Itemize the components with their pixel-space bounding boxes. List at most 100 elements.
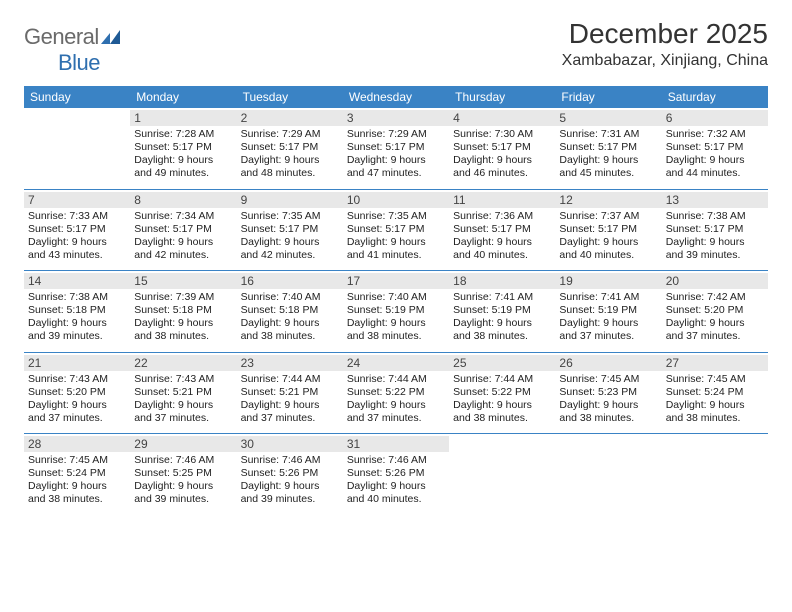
day-number: 27 — [662, 355, 768, 371]
sunrise-line: Sunrise: 7:32 AM — [666, 128, 764, 141]
brand-logo: GeneralBlue — [24, 18, 123, 76]
day-cell: 18Sunrise: 7:41 AMSunset: 5:19 PMDayligh… — [449, 271, 555, 352]
sunrise-line: Sunrise: 7:43 AM — [134, 373, 232, 386]
sunrise-line: Sunrise: 7:46 AM — [347, 454, 445, 467]
daylight-line2: and 37 minutes. — [559, 330, 657, 343]
weekday-header: Monday — [130, 86, 236, 108]
sunset-line: Sunset: 5:19 PM — [347, 304, 445, 317]
day-cell: 19Sunrise: 7:41 AMSunset: 5:19 PMDayligh… — [555, 271, 661, 352]
day-number: 2 — [237, 110, 343, 126]
daylight-line2: and 38 minutes. — [241, 330, 339, 343]
daylight-line1: Daylight: 9 hours — [666, 154, 764, 167]
weekday-header-row: Sunday Monday Tuesday Wednesday Thursday… — [24, 86, 768, 108]
sunrise-line: Sunrise: 7:36 AM — [453, 210, 551, 223]
day-number: 18 — [449, 273, 555, 289]
sunrise-line: Sunrise: 7:38 AM — [28, 291, 126, 304]
daylight-line1: Daylight: 9 hours — [241, 399, 339, 412]
sunset-line: Sunset: 5:25 PM — [134, 467, 232, 480]
sunset-line: Sunset: 5:20 PM — [28, 386, 126, 399]
day-cell: 30Sunrise: 7:46 AMSunset: 5:26 PMDayligh… — [237, 434, 343, 515]
day-number: 31 — [343, 436, 449, 452]
day-number: 29 — [130, 436, 236, 452]
sunset-line: Sunset: 5:21 PM — [134, 386, 232, 399]
daylight-line1: Daylight: 9 hours — [28, 399, 126, 412]
sunset-line: Sunset: 5:24 PM — [28, 467, 126, 480]
daylight-line1: Daylight: 9 hours — [134, 317, 232, 330]
day-number: 1 — [130, 110, 236, 126]
sunrise-line: Sunrise: 7:35 AM — [241, 210, 339, 223]
day-cell: 15Sunrise: 7:39 AMSunset: 5:18 PMDayligh… — [130, 271, 236, 352]
day-number: 25 — [449, 355, 555, 371]
day-cell: 21Sunrise: 7:43 AMSunset: 5:20 PMDayligh… — [24, 353, 130, 434]
day-number: 17 — [343, 273, 449, 289]
day-cell: 4Sunrise: 7:30 AMSunset: 5:17 PMDaylight… — [449, 108, 555, 189]
day-number: 7 — [24, 192, 130, 208]
day-number: 14 — [24, 273, 130, 289]
daylight-line2: and 37 minutes. — [134, 412, 232, 425]
sunset-line: Sunset: 5:17 PM — [347, 223, 445, 236]
day-cell: 6Sunrise: 7:32 AMSunset: 5:17 PMDaylight… — [662, 108, 768, 189]
sunrise-line: Sunrise: 7:39 AM — [134, 291, 232, 304]
daylight-line2: and 45 minutes. — [559, 167, 657, 180]
daylight-line2: and 37 minutes. — [666, 330, 764, 343]
daylight-line2: and 38 minutes. — [28, 493, 126, 506]
daylight-line2: and 42 minutes. — [241, 249, 339, 262]
sunset-line: Sunset: 5:17 PM — [666, 223, 764, 236]
week-row: 14Sunrise: 7:38 AMSunset: 5:18 PMDayligh… — [24, 271, 768, 353]
day-cell: 14Sunrise: 7:38 AMSunset: 5:18 PMDayligh… — [24, 271, 130, 352]
daylight-line1: Daylight: 9 hours — [241, 480, 339, 493]
sunrise-line: Sunrise: 7:41 AM — [453, 291, 551, 304]
daylight-line1: Daylight: 9 hours — [347, 399, 445, 412]
sunset-line: Sunset: 5:17 PM — [559, 141, 657, 154]
day-cell: 25Sunrise: 7:44 AMSunset: 5:22 PMDayligh… — [449, 353, 555, 434]
daylight-line2: and 49 minutes. — [134, 167, 232, 180]
week-row: 7Sunrise: 7:33 AMSunset: 5:17 PMDaylight… — [24, 190, 768, 272]
brand-part1: General — [24, 24, 99, 49]
daylight-line1: Daylight: 9 hours — [666, 317, 764, 330]
daylight-line2: and 38 minutes. — [347, 330, 445, 343]
sunrise-line: Sunrise: 7:45 AM — [28, 454, 126, 467]
day-cell: 27Sunrise: 7:45 AMSunset: 5:24 PMDayligh… — [662, 353, 768, 434]
sunset-line: Sunset: 5:21 PM — [241, 386, 339, 399]
sunrise-line: Sunrise: 7:29 AM — [241, 128, 339, 141]
sunset-line: Sunset: 5:24 PM — [666, 386, 764, 399]
day-number: 16 — [237, 273, 343, 289]
sunset-line: Sunset: 5:17 PM — [241, 141, 339, 154]
sunset-line: Sunset: 5:18 PM — [241, 304, 339, 317]
sunrise-line: Sunrise: 7:30 AM — [453, 128, 551, 141]
day-number: 12 — [555, 192, 661, 208]
sunrise-line: Sunrise: 7:40 AM — [241, 291, 339, 304]
daylight-line2: and 42 minutes. — [134, 249, 232, 262]
day-number: 13 — [662, 192, 768, 208]
daylight-line2: and 44 minutes. — [666, 167, 764, 180]
day-number: 8 — [130, 192, 236, 208]
sunrise-line: Sunrise: 7:44 AM — [241, 373, 339, 386]
location: Xambabazar, Xinjiang, China — [562, 52, 768, 70]
sunset-line: Sunset: 5:22 PM — [347, 386, 445, 399]
day-cell: 8Sunrise: 7:34 AMSunset: 5:17 PMDaylight… — [130, 190, 236, 271]
daylight-line2: and 40 minutes. — [559, 249, 657, 262]
sunset-line: Sunset: 5:23 PM — [559, 386, 657, 399]
day-cell: 10Sunrise: 7:35 AMSunset: 5:17 PMDayligh… — [343, 190, 449, 271]
daylight-line1: Daylight: 9 hours — [347, 154, 445, 167]
brand-mark-icon — [101, 30, 123, 49]
day-cell: 16Sunrise: 7:40 AMSunset: 5:18 PMDayligh… — [237, 271, 343, 352]
day-number: 26 — [555, 355, 661, 371]
daylight-line1: Daylight: 9 hours — [134, 154, 232, 167]
sunrise-line: Sunrise: 7:45 AM — [666, 373, 764, 386]
day-cell: 26Sunrise: 7:45 AMSunset: 5:23 PMDayligh… — [555, 353, 661, 434]
sunrise-line: Sunrise: 7:41 AM — [559, 291, 657, 304]
sunrise-line: Sunrise: 7:44 AM — [453, 373, 551, 386]
calendar-page: GeneralBlue December 2025 Xambabazar, Xi… — [0, 0, 792, 515]
brand-part2: Blue — [24, 50, 100, 75]
daylight-line2: and 39 minutes. — [134, 493, 232, 506]
day-number: 30 — [237, 436, 343, 452]
weekday-header: Wednesday — [343, 86, 449, 108]
sunset-line: Sunset: 5:18 PM — [28, 304, 126, 317]
sunset-line: Sunset: 5:26 PM — [347, 467, 445, 480]
day-cell — [662, 434, 768, 515]
sunrise-line: Sunrise: 7:44 AM — [347, 373, 445, 386]
day-cell: 11Sunrise: 7:36 AMSunset: 5:17 PMDayligh… — [449, 190, 555, 271]
day-cell: 28Sunrise: 7:45 AMSunset: 5:24 PMDayligh… — [24, 434, 130, 515]
header: GeneralBlue December 2025 Xambabazar, Xi… — [24, 18, 768, 76]
